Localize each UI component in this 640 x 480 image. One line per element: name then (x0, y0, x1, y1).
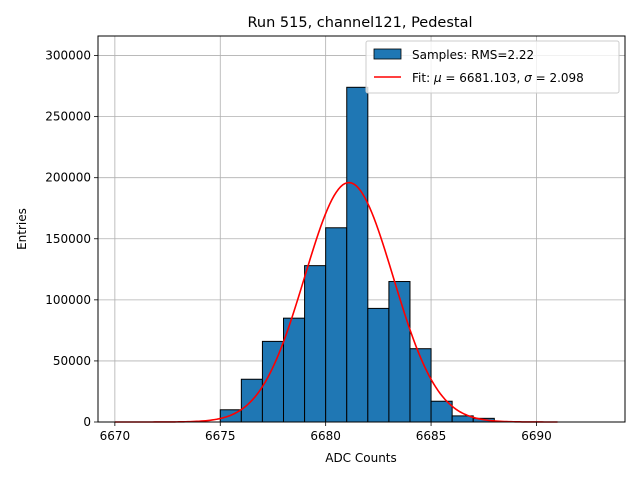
legend-box (365, 40, 620, 94)
legend: Samples: RMS=2.22 Fit: μ = 6681.103, σ =… (365, 40, 620, 94)
legend-fit-label: Fit: μ = 6681.103, σ = 2.098 (412, 71, 584, 85)
histogram-bar (346, 86, 369, 423)
histogram-bar (304, 265, 327, 423)
histogram-bar (325, 227, 348, 423)
histogram-bar (388, 281, 411, 423)
y-tick-label: 50000 (53, 354, 91, 368)
x-axis-ticks: 6670 6675 6680 6685 6690 (100, 422, 552, 443)
legend-samples-label: Samples: RMS=2.22 (412, 48, 534, 62)
histogram-bars (219, 86, 495, 423)
y-axis-label: Entries (15, 208, 29, 250)
plot-frame (97, 35, 626, 423)
chart-title: Run 515, channel121, Pedestal (247, 15, 472, 31)
y-tick-label: 0 (83, 415, 91, 429)
y-tick-label: 150000 (45, 232, 91, 246)
legend-bar-swatch (373, 48, 402, 60)
x-tick-label: 6670 (100, 429, 131, 443)
histogram-bar (409, 348, 432, 423)
y-tick-label: 100000 (45, 293, 91, 307)
histogram-bar (367, 307, 390, 423)
y-tick-label: 250000 (45, 110, 91, 124)
x-tick-label: 6680 (310, 429, 341, 443)
y-tick-label: 300000 (45, 49, 91, 63)
x-tick-label: 6675 (205, 429, 236, 443)
x-tick-label: 6690 (521, 429, 552, 443)
y-axis-ticks: 0 50000 100000 150000 200000 250000 300000 (45, 49, 98, 429)
y-tick-label: 200000 (45, 171, 91, 185)
x-axis-label: ADC Counts (325, 451, 397, 465)
x-tick-label: 6685 (416, 429, 447, 443)
